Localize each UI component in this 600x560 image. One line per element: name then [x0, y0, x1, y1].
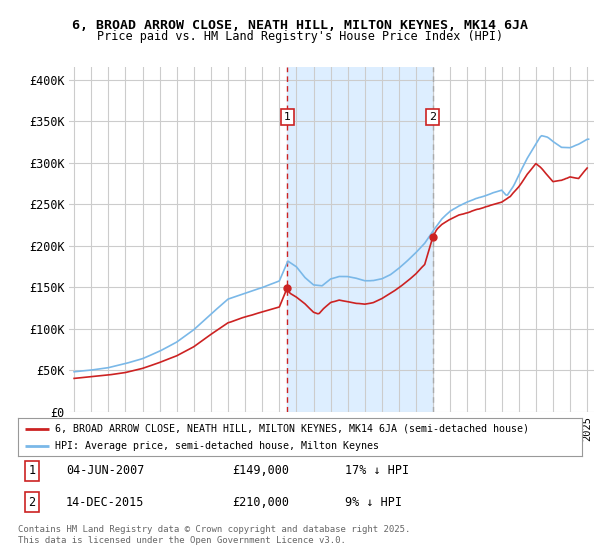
- Text: 2: 2: [429, 112, 436, 122]
- Text: HPI: Average price, semi-detached house, Milton Keynes: HPI: Average price, semi-detached house,…: [55, 441, 379, 451]
- Text: £149,000: £149,000: [232, 464, 289, 478]
- Text: £210,000: £210,000: [232, 496, 289, 508]
- Text: 2: 2: [29, 496, 35, 508]
- Text: 14-DEC-2015: 14-DEC-2015: [66, 496, 145, 508]
- Text: Contains HM Land Registry data © Crown copyright and database right 2025.
This d: Contains HM Land Registry data © Crown c…: [18, 525, 410, 545]
- Text: Price paid vs. HM Land Registry's House Price Index (HPI): Price paid vs. HM Land Registry's House …: [97, 30, 503, 43]
- Text: 6, BROAD ARROW CLOSE, NEATH HILL, MILTON KEYNES, MK14 6JA (semi-detached house): 6, BROAD ARROW CLOSE, NEATH HILL, MILTON…: [55, 423, 529, 433]
- Bar: [287, 67, 433, 412]
- Text: 04-JUN-2007: 04-JUN-2007: [66, 464, 145, 478]
- Text: 17% ↓ HPI: 17% ↓ HPI: [345, 464, 409, 478]
- Text: 1: 1: [284, 112, 290, 122]
- Text: 9% ↓ HPI: 9% ↓ HPI: [345, 496, 402, 508]
- Text: 6, BROAD ARROW CLOSE, NEATH HILL, MILTON KEYNES, MK14 6JA: 6, BROAD ARROW CLOSE, NEATH HILL, MILTON…: [72, 18, 528, 32]
- Text: 1: 1: [29, 464, 35, 478]
